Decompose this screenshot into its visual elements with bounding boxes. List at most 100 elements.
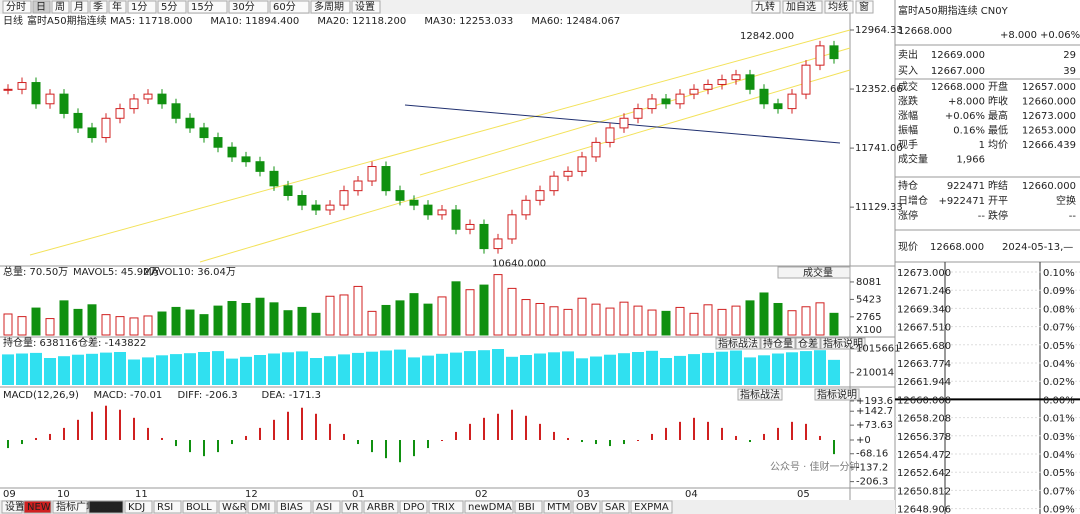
indicator-tab[interactable] [124,500,153,514]
indicator-tab[interactable] [312,500,341,514]
indicator-tab-label[interactable]: BOLL [186,502,212,513]
indicator-tab-label[interactable]: RSI [157,502,173,513]
indicator-button[interactable] [814,388,860,401]
indicator-tab-label[interactable]: EXPMA [634,502,669,513]
indicator-tab-label[interactable]: TRIX [431,502,455,513]
tool-label[interactable]: 窗 [859,0,869,13]
tab-label[interactable]: 多周期 [314,0,344,13]
tab-button[interactable] [51,0,70,14]
indicator-tab-label[interactable]: BIAS [280,502,303,513]
tab-label[interactable]: 15分 [191,1,214,13]
tool-button[interactable] [782,0,823,14]
indicator-tab[interactable] [601,500,630,514]
volume-selector-label[interactable]: 成交量 [803,266,833,279]
indicator-tab[interactable] [363,500,399,514]
position-bar [72,354,84,385]
month-label: 10 [57,489,70,500]
indicator-tab[interactable] [464,500,514,514]
indicator-tab-label[interactable]: 指标广场 [56,500,96,513]
tool-button[interactable] [824,0,854,14]
candle [339,190,349,206]
volume-selector[interactable] [777,266,851,279]
tab-button[interactable] [351,0,381,14]
macd-bar [455,431,457,440]
tool-button[interactable] [855,0,874,14]
indicator-tab-label[interactable]: BBI [518,502,535,513]
tab-button[interactable] [269,0,310,14]
tab-button[interactable] [228,0,269,14]
indicator-button[interactable] [795,337,821,350]
tab-button[interactable] [32,0,51,14]
tab-label[interactable]: 设置 [355,1,375,13]
indicator-button-label[interactable]: 持仓量 [763,337,793,350]
tab-label[interactable]: 5分 [161,1,177,13]
volume-bar [255,297,265,336]
tab-label[interactable]: 分时 [6,1,26,13]
indicator-button[interactable] [760,337,796,350]
indicator-tab[interactable] [52,500,88,514]
indicator-tab-label[interactable]: VR [345,502,359,513]
indicator-button[interactable] [715,337,761,350]
indicator-tab-label[interactable]: SAR [605,502,625,513]
indicator-button[interactable] [737,388,783,401]
tab-button[interactable] [157,0,187,14]
indicator-button-label[interactable]: 指标战法 [718,337,758,350]
indicator-tab[interactable] [23,500,52,514]
indicator-button[interactable] [820,337,866,350]
tab-label[interactable]: 周 [55,1,65,13]
tab-label[interactable]: 年 [112,0,122,13]
indicator-button-label[interactable]: 指标战法 [740,388,780,401]
indicator-tab-label[interactable]: KDJ [128,502,145,513]
indicator-tab[interactable] [572,500,601,514]
tool-label[interactable]: 九转 [755,0,775,13]
indicator-tab-label[interactable]: MACD [92,502,122,513]
indicator-tab-label[interactable]: ARBR [367,502,395,513]
tab-button[interactable] [70,0,89,14]
position-bar [226,358,238,385]
indicator-tab[interactable] [514,500,543,514]
indicator-tab[interactable] [153,500,182,514]
indicator-tab-label[interactable]: DMI [251,502,270,513]
tab-label[interactable]: 60分 [273,1,296,13]
indicator-tab-label[interactable]: MTM [547,502,570,513]
tab-label[interactable]: 月 [74,1,84,13]
volume-bar [507,287,517,336]
tool-label[interactable]: 加自选 [786,0,816,13]
tab-label[interactable]: 1分 [131,1,147,13]
indicator-button-label[interactable]: 指标说明 [823,337,863,350]
indicator-tab[interactable] [630,500,673,514]
tab-button[interactable] [310,0,351,14]
indicator-tab[interactable] [182,500,218,514]
tab-label[interactable]: 30分 [232,1,255,13]
macd-bar [231,440,233,445]
indicator-tab-label[interactable]: NEW [27,502,51,513]
tab-label[interactable]: 日 [36,2,46,13]
tab-button[interactable] [127,0,157,14]
indicator-tab-label[interactable]: ASI [316,502,332,513]
volume-bar [591,303,601,336]
indicator-tab[interactable] [88,500,124,514]
indicator-tab-label[interactable]: 设置 [5,501,25,513]
indicator-tab[interactable] [276,500,312,514]
tab-label[interactable]: 季 [93,1,103,13]
indicator-button-label[interactable]: 仓差 [798,337,818,350]
tool-label[interactable]: 均线 [828,0,848,13]
indicator-tab[interactable] [218,500,247,514]
indicator-tab[interactable] [428,500,464,514]
indicator-tab[interactable] [341,500,363,514]
indicator-tab-label[interactable]: DPO [403,502,425,513]
indicator-tab[interactable] [1,500,23,514]
indicator-tab-label[interactable]: W&R [222,502,247,513]
indicator-tab[interactable] [543,500,572,514]
tab-button[interactable] [108,0,127,14]
tab-button[interactable] [2,0,32,14]
indicator-tab[interactable] [247,500,276,514]
volume-bar [759,292,769,336]
indicator-tab[interactable] [399,500,428,514]
tab-button[interactable] [89,0,108,14]
tool-button[interactable] [751,0,781,14]
indicator-tab-label[interactable]: newDMA [468,502,512,513]
indicator-tab-label[interactable]: OBV [576,502,597,513]
tab-button[interactable] [187,0,228,14]
indicator-button-label[interactable]: 指标说明 [817,388,857,401]
